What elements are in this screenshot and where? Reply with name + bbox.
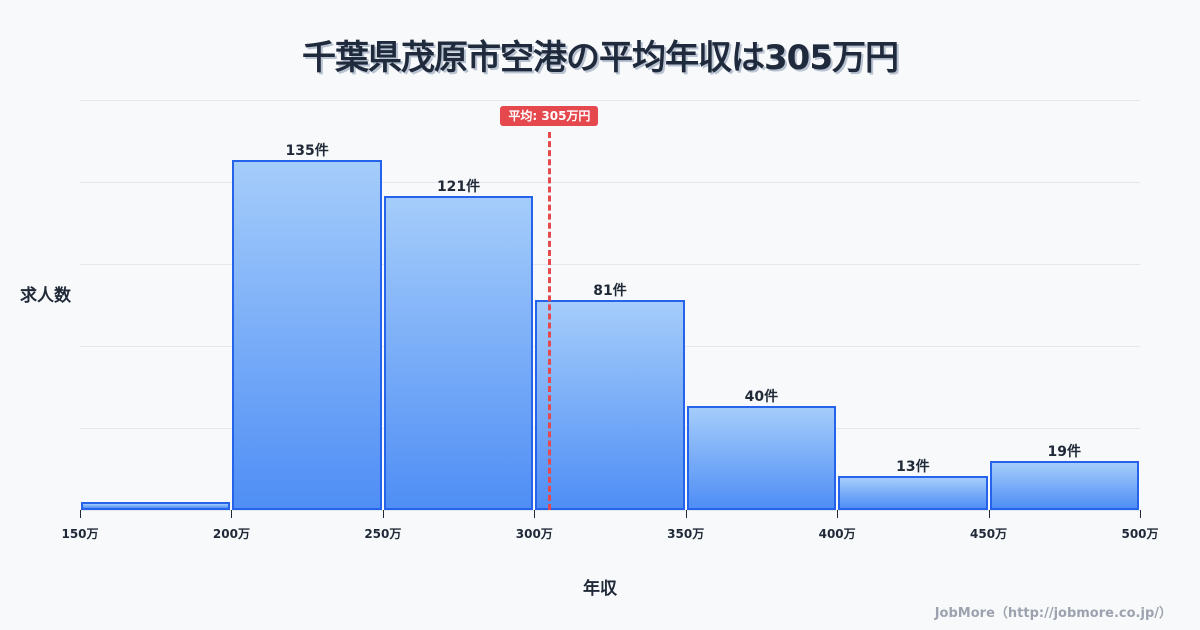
x-tick xyxy=(80,510,81,518)
histogram-bar xyxy=(838,476,988,510)
bar-value-label: 81件 xyxy=(593,282,627,299)
histogram-bar xyxy=(81,502,231,510)
bar-value-label: 40件 xyxy=(744,389,779,406)
bar-value-label: 135件 xyxy=(285,142,329,159)
x-tick xyxy=(837,510,839,518)
x-tick xyxy=(382,510,384,518)
histogram-bar xyxy=(686,406,837,510)
x-axis-label: 年収 xyxy=(583,579,617,599)
x-tick-label: 450万 xyxy=(970,527,1008,541)
x-tick xyxy=(988,510,990,518)
x-tick xyxy=(1140,510,1141,518)
x-tick-label: 250万 xyxy=(364,527,402,541)
chart-title: 千葉県茂原市空港の平均年収は305万円 xyxy=(302,38,899,78)
mean-line xyxy=(547,132,551,510)
x-tick-label: 200万 xyxy=(212,527,250,541)
histogram-bar xyxy=(535,299,685,510)
gridline xyxy=(80,264,1140,265)
histogram-bar xyxy=(383,196,534,510)
y-axis-label: 求人数 xyxy=(20,286,71,306)
footer-credit: JobMore（http://jobmore.co.jp/） xyxy=(934,606,1172,621)
mean-badge: 平均: 305万円 xyxy=(500,106,599,126)
x-tick-label: 500万 xyxy=(1121,527,1159,541)
bar-value-label: 13件 xyxy=(896,459,930,476)
x-tick-label: 350万 xyxy=(667,527,705,541)
x-tick xyxy=(231,510,233,518)
x-tick xyxy=(685,510,687,518)
x-tick-label: 150万 xyxy=(61,527,99,541)
x-tick xyxy=(534,510,536,518)
x-tick-label: 400万 xyxy=(818,527,856,541)
histogram-bar xyxy=(232,159,382,510)
histogram-bar xyxy=(989,460,1139,510)
gridline xyxy=(80,510,1140,511)
bar-value-label: 19件 xyxy=(1047,443,1082,460)
bar-value-label: 121件 xyxy=(436,179,481,195)
x-tick-label: 300万 xyxy=(515,527,553,541)
gridline xyxy=(80,182,1140,183)
gridline xyxy=(80,100,1140,101)
